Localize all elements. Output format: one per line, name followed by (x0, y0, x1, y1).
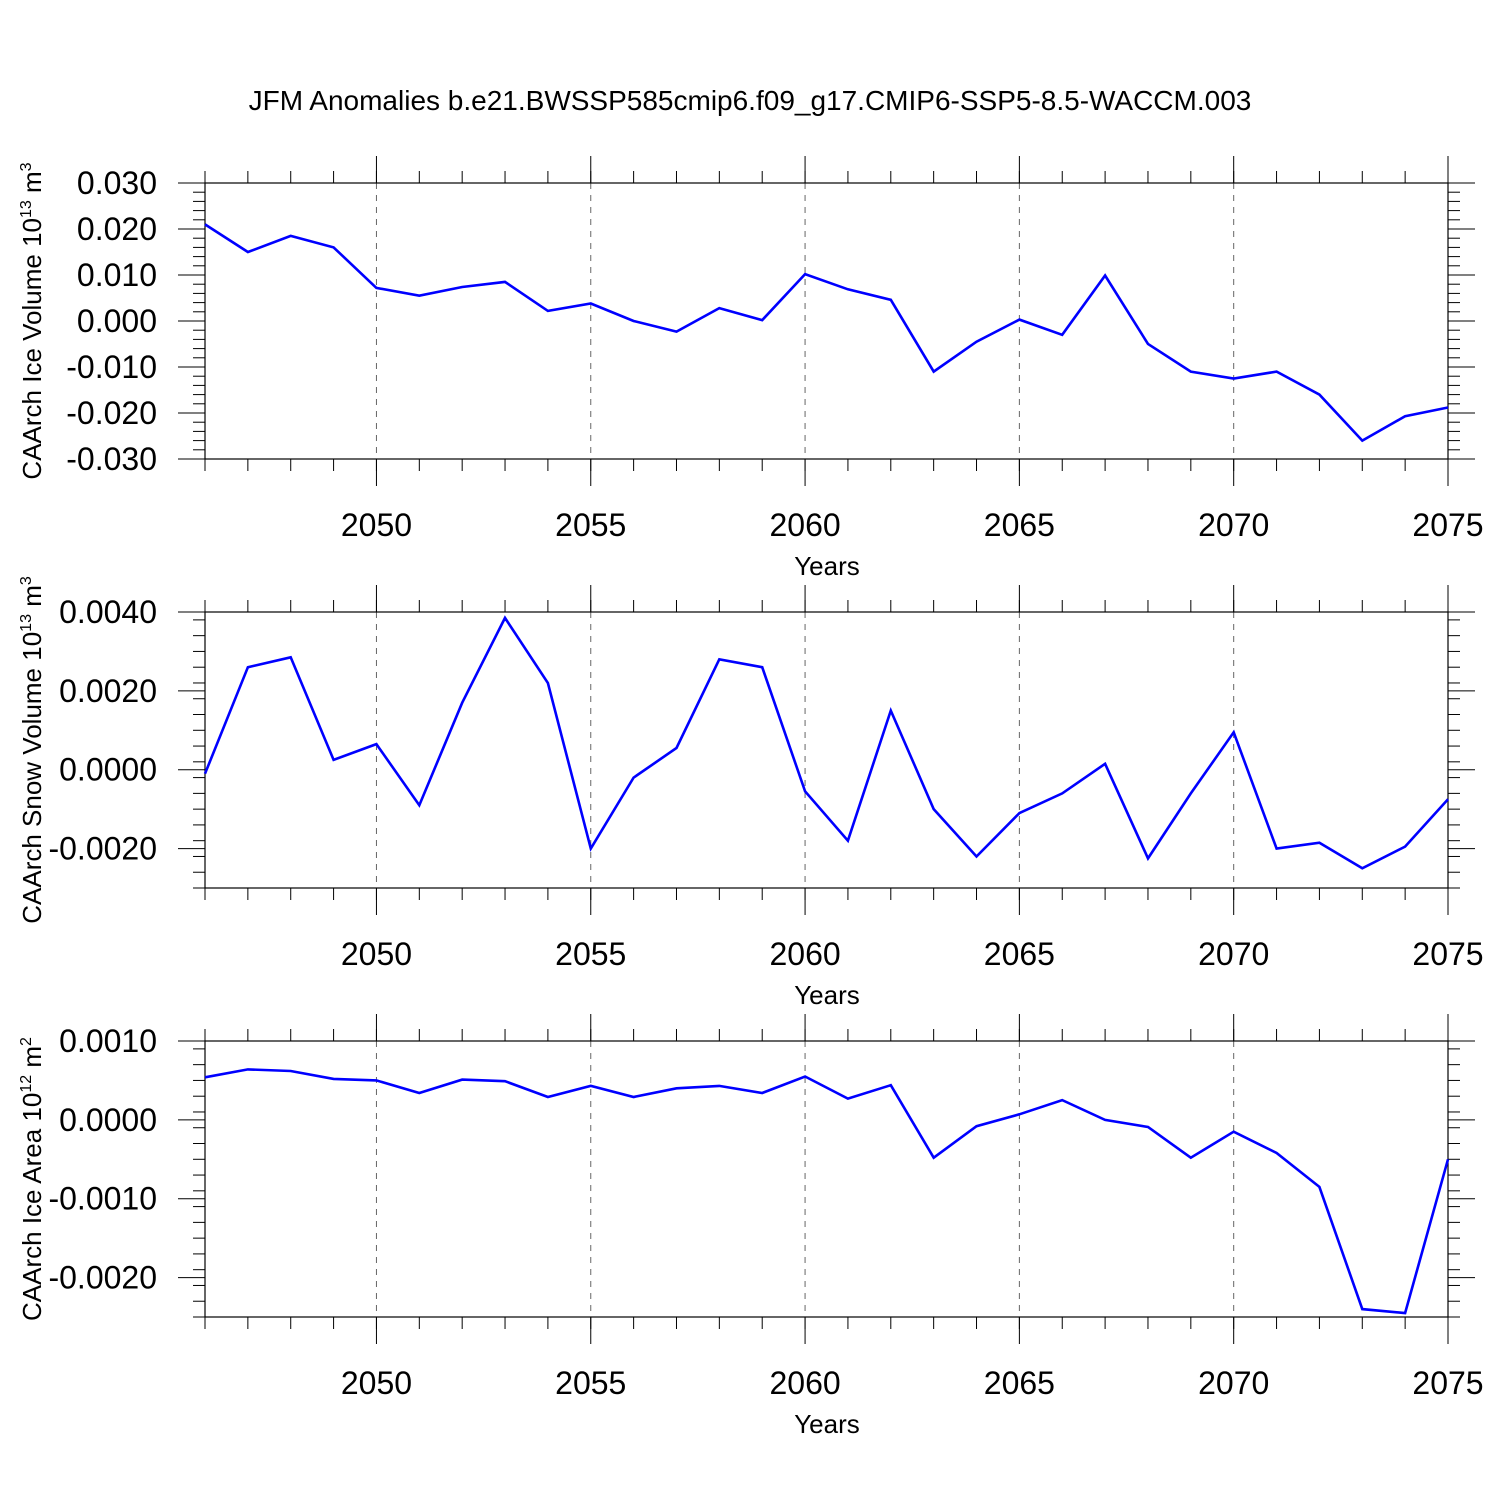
plot-frame (204, 1040, 1449, 1318)
y-tick-label: 0.0020 (59, 673, 157, 709)
plot-frame (204, 611, 1449, 889)
x-tick-label: 2070 (1198, 1365, 1269, 1401)
x-axis-label: Years (794, 980, 860, 1010)
y-tick-label: 0.0040 (59, 594, 157, 630)
x-tick-label: 2070 (1198, 936, 1269, 972)
y-tick-label: 0.0000 (59, 1102, 157, 1138)
x-axis-label: Years (794, 1409, 860, 1439)
x-tick-label: 2065 (984, 1365, 1055, 1401)
panel-1: 2050 2055 2060 2065 2070 2075 Years 0.030 0.020 0… (17, 156, 1484, 581)
y-tick-label: 0.020 (77, 211, 157, 247)
series-line (204, 223, 1449, 443)
x-tick-label: 2050 (341, 936, 412, 972)
y-tick-label: -0.020 (66, 395, 157, 431)
x-tick-label: 2075 (1412, 936, 1483, 972)
series-line (203, 615, 1449, 870)
y-tick-label: 0.0000 (59, 752, 157, 788)
x-tick-label: 2055 (555, 1365, 626, 1401)
x-tick-label: 2050 (341, 1365, 412, 1401)
x-tick-label: 2065 (984, 507, 1055, 543)
y-axis-label: CAArch Ice Volume 1013 m3 (17, 162, 47, 479)
x-axis-label: Years (794, 551, 860, 581)
series-line (204, 1068, 1450, 1315)
x-tick-label: 2060 (769, 507, 840, 543)
y-tick-label: -0.0020 (48, 1260, 157, 1296)
y-tick-label: 0.000 (77, 303, 157, 339)
y-tick-label: -0.010 (66, 349, 157, 385)
panel-3: 2050 2055 2060 2065 2070 2075 Years 0.0010 0.000… (17, 1014, 1484, 1439)
x-tick-label: 2060 (769, 1365, 840, 1401)
x-tick-label: 2075 (1412, 1365, 1483, 1401)
panel-2: 2050 2055 2060 2065 2070 2075 Years 0.0040 0.002… (17, 576, 1484, 1010)
y-tick-label: -0.030 (66, 441, 157, 477)
chart-title: JFM Anomalies b.e21.BWSSP585cmip6.f09_g1… (249, 85, 1252, 116)
x-tick-label: 2060 (769, 936, 840, 972)
x-tick-label: 2055 (555, 936, 626, 972)
y-tick-label: 0.010 (77, 257, 157, 293)
x-tick-label: 2050 (341, 507, 412, 543)
y-tick-label: 0.0010 (59, 1023, 157, 1059)
x-tick-label: 2055 (555, 507, 626, 543)
x-tick-label: 2070 (1198, 507, 1269, 543)
y-axis-label: CAArch Ice Area 1012 m2 (17, 1037, 47, 1321)
plot-frame (204, 182, 1449, 460)
y-tick-label: 0.030 (77, 165, 157, 201)
y-tick-label: -0.0020 (48, 831, 157, 867)
x-tick-label: 2075 (1412, 507, 1483, 543)
y-axis-label: CAArch Snow Volume 1013 m3 (17, 576, 47, 924)
y-tick-label: -0.0010 (48, 1181, 157, 1217)
x-tick-label: 2065 (984, 936, 1055, 972)
